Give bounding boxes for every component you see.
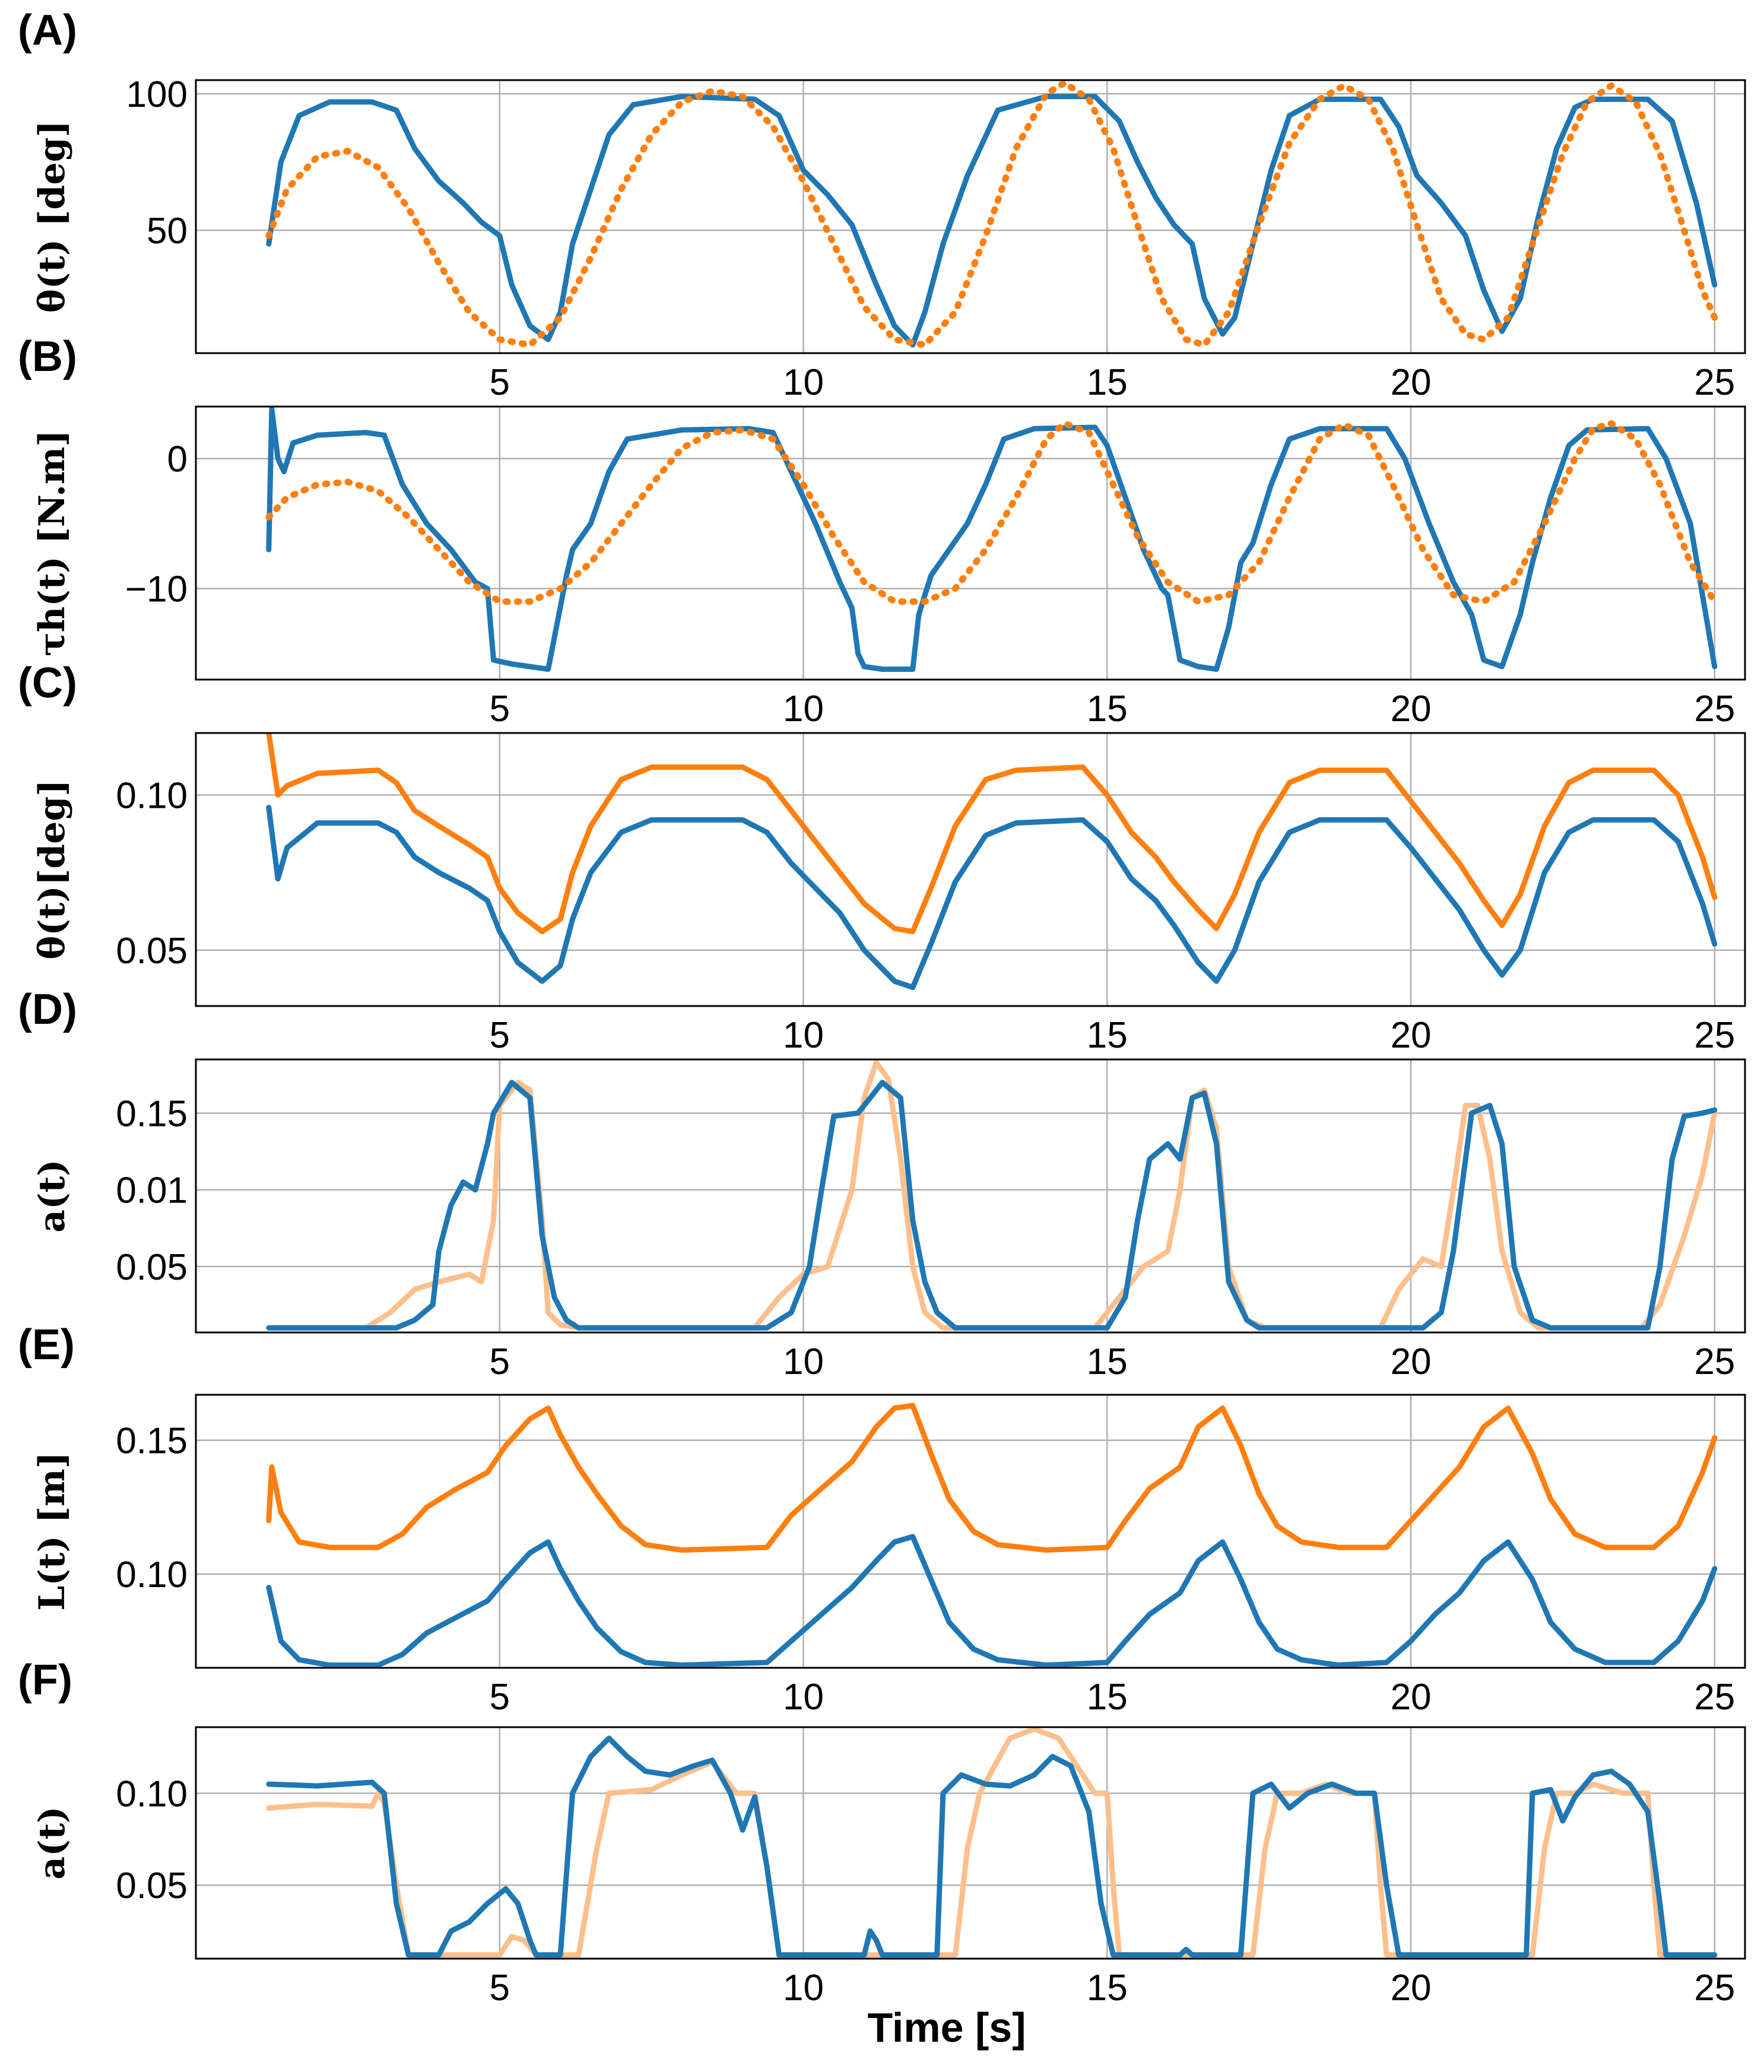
panel-c-xtick-0: 5 xyxy=(490,1015,510,1056)
panel-c: 5 10 15 20 25 0.05 0.10 (C) θ(t)[deg] xyxy=(18,659,1746,1056)
panel-d-xtick-4: 25 xyxy=(1694,1341,1735,1382)
panel-d-series-measured xyxy=(266,1080,1718,1331)
panel-a-series-reference xyxy=(265,80,1718,348)
panel-e: 5 10 15 20 25 0.10 0.15 (E) L(t) [m] xyxy=(18,1321,1746,1718)
panel-d-ylabel: a(t) xyxy=(31,1159,73,1232)
panel-a-xtick-0: 5 xyxy=(490,362,510,403)
panel-c-frame xyxy=(195,732,1746,1007)
panel-b-xtick-1: 10 xyxy=(783,688,824,729)
panel-b-ytick-1: −10 xyxy=(125,569,188,610)
panel-e-ytick-0: 0.10 xyxy=(116,1554,188,1595)
panel-a-label: (A) xyxy=(18,7,77,54)
panel-e-label: (E) xyxy=(18,1321,75,1369)
panel-d-xtick-0: 5 xyxy=(490,1341,510,1382)
panel-c-xtick-4: 25 xyxy=(1694,1015,1735,1056)
panel-a-ylabel: θ(t) [deg] xyxy=(31,120,73,313)
panel-e-series-upper xyxy=(266,1403,1718,1553)
panel-f-frame xyxy=(195,1726,1746,1960)
panel-c-ylabel: θ(t)[deg] xyxy=(31,779,73,959)
panel-a-xtick-1: 10 xyxy=(783,362,824,403)
panel-e-ytick-1: 0.15 xyxy=(116,1421,188,1462)
panel-c-series-group xyxy=(266,733,1718,991)
panel-d-ytick-2: 0.15 xyxy=(116,1093,188,1134)
panel-b-xtick-2: 15 xyxy=(1087,688,1128,729)
panel-f-series-measured xyxy=(266,1735,1718,1958)
panel-d: 5 10 15 20 25 0.05 0.01 0.15 (D) a(t) xyxy=(18,986,1746,1382)
panel-f: 5 10 15 20 25 0.05 0.10 (F) a(t) xyxy=(18,1657,1746,2008)
panel-f-ylabel: a(t) xyxy=(31,1806,73,1879)
panel-e-series-group xyxy=(266,1403,1718,1668)
panel-a-xtick-4: 25 xyxy=(1694,362,1735,403)
panel-e-xtick-4: 25 xyxy=(1694,1677,1735,1718)
panel-f-ytick-0: 0.05 xyxy=(116,1865,188,1906)
panel-f-label: (F) xyxy=(18,1657,72,1704)
panel-d-series-group xyxy=(266,1059,1718,1331)
panel-d-series-predicted xyxy=(266,1059,1718,1331)
panel-b-frame xyxy=(195,405,1746,681)
panel-f-series-group xyxy=(266,1727,1718,1958)
panel-b-label: (B) xyxy=(18,333,77,380)
panel-b-series-reference xyxy=(265,420,1718,605)
panel-c-xtick-2: 15 xyxy=(1087,1015,1128,1056)
panel-c-xtick-3: 20 xyxy=(1391,1015,1432,1056)
panel-a-frame xyxy=(195,79,1746,354)
panel-e-xtick-3: 20 xyxy=(1391,1677,1432,1718)
panel-a-ytick-0: 50 xyxy=(147,211,188,252)
panel-f-xtick-3: 20 xyxy=(1391,1968,1432,2008)
panel-d-ytick-1: 0.01 xyxy=(116,1170,188,1211)
panel-e-xtick-2: 15 xyxy=(1087,1677,1128,1718)
panel-a-series-group xyxy=(265,80,1718,348)
panel-f-xtick-0: 5 xyxy=(490,1968,510,2008)
panel-b-xtick-4: 25 xyxy=(1694,688,1735,729)
panel-c-ytick-1: 0.10 xyxy=(116,776,188,817)
panel-a-xtick-2: 15 xyxy=(1087,362,1128,403)
panel-b-xtick-3: 20 xyxy=(1391,688,1432,729)
panel-a: 5 10 15 20 25 50 100 (A) θ(t) [deg] xyxy=(18,7,1746,403)
panel-c-series-lower xyxy=(266,805,1718,991)
panel-f-ytick-1: 0.10 xyxy=(116,1773,188,1814)
panel-d-xtick-2: 15 xyxy=(1087,1341,1128,1382)
panel-a-ytick-1: 100 xyxy=(126,74,188,115)
panel-c-label: (C) xyxy=(18,659,77,707)
panel-e-series-lower xyxy=(266,1534,1718,1668)
panel-f-xtick-1: 10 xyxy=(783,1968,824,2008)
panel-d-xtick-3: 20 xyxy=(1391,1341,1432,1382)
panel-e-frame xyxy=(195,1394,1746,1669)
panel-d-xtick-1: 10 xyxy=(783,1341,824,1382)
panel-d-ytick-0: 0.05 xyxy=(116,1247,188,1288)
panel-a-series-measured xyxy=(266,94,1718,348)
panel-f-xtick-2: 15 xyxy=(1087,1968,1128,2008)
panel-e-xtick-1: 10 xyxy=(783,1677,824,1718)
panel-a-xtick-3: 20 xyxy=(1391,362,1432,403)
panel-b: 5 10 15 20 25 0 −10 (B) τh(t) [N.m] xyxy=(18,333,1746,729)
panel-f-series-predicted xyxy=(266,1727,1718,1958)
panel-d-label: (D) xyxy=(18,986,77,1033)
panel-e-xtick-0: 5 xyxy=(490,1677,510,1718)
panel-e-ylabel: L(t) [m] xyxy=(31,1452,73,1611)
panel-c-ytick-0: 0.05 xyxy=(116,931,188,972)
panel-c-xtick-1: 10 xyxy=(783,1015,824,1056)
panel-b-ylabel: τh(t) [N.m] xyxy=(31,430,73,656)
panel-b-ytick-0: 0 xyxy=(167,439,188,480)
panel-c-series-upper xyxy=(266,733,1718,934)
panel-b-series-measured xyxy=(266,407,1718,672)
panel-b-series-group xyxy=(265,407,1718,672)
x-axis-label: Time [s] xyxy=(867,2004,1026,2051)
panel-f-xtick-4: 25 xyxy=(1694,1968,1735,2008)
panel-d-frame xyxy=(195,1058,1746,1334)
panel-b-xtick-0: 5 xyxy=(490,688,510,729)
